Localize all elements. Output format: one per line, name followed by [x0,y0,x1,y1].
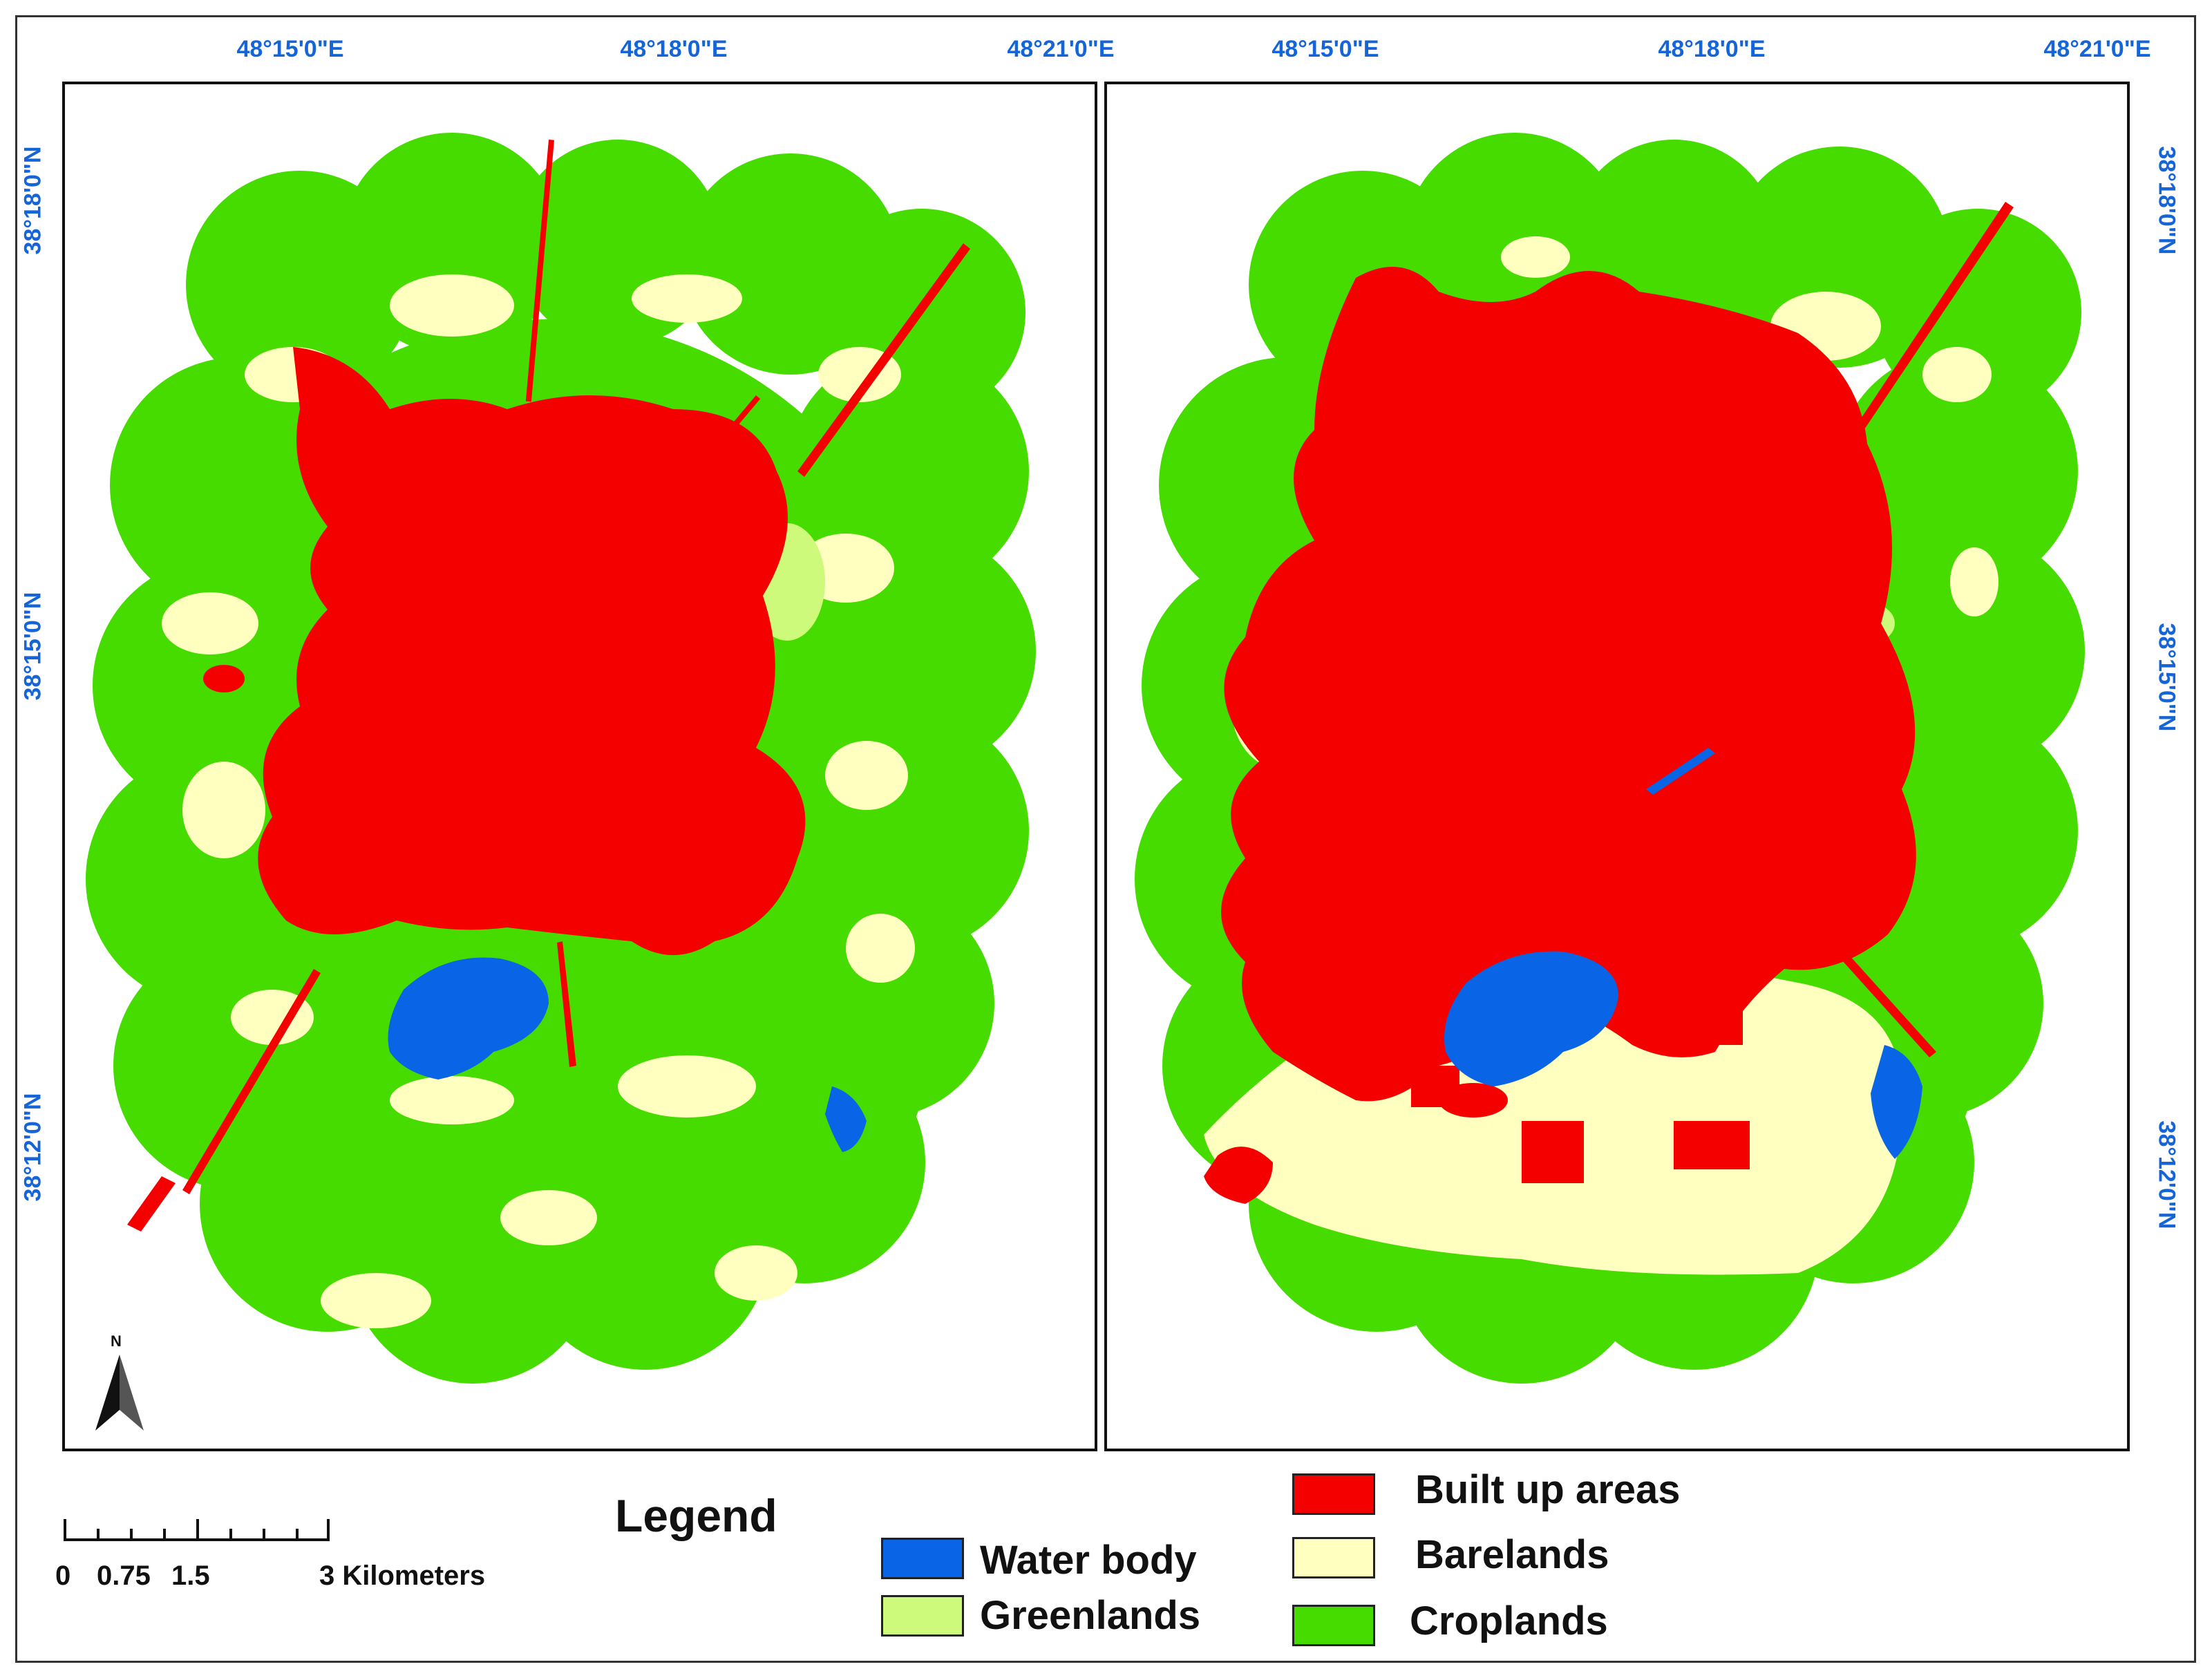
lat-label-left-3: 38°12'0"N [19,1093,46,1202]
legend-swatch-built-up [1292,1473,1375,1515]
legend-swatch-greenlands [881,1595,964,1637]
lon-label-right-1: 48°15'0"E [1272,36,1379,62]
legend-swatch-barelands [1292,1537,1375,1578]
lon-label-right-2: 48°18'0"E [1658,36,1766,62]
lon-label-left-3: 48°21'0"E [1007,36,1115,62]
scale-label-075: 0.75 [97,1561,151,1591]
lat-label-right-1: 38°18'0"N [2153,146,2180,255]
legend-label-croplands: Croplands [1410,1599,1608,1643]
legend-swatch-croplands [1292,1605,1375,1646]
lat-label-right-3: 38°12'0"N [2153,1120,2180,1229]
scale-label-15: 1.5 [171,1561,210,1591]
legend-label-barelands: Barelands [1415,1532,1609,1577]
land-use-map-left [62,82,1097,1451]
scale-label-3-km: 3 Kilometers [319,1561,486,1591]
north-arrow: N [95,1332,144,1431]
scale-label-0: 0 [55,1561,71,1591]
water-bodies [1444,748,1922,1159]
lat-label-left-2: 38°15'0"N [19,592,46,701]
land-use-map-right-graphic [1135,133,2085,1384]
scale-bar [64,1519,333,1547]
legend-swatch-water-body [881,1538,964,1579]
legend-label-built-up: Built up areas [1415,1467,1681,1512]
built-up-areas [1204,202,2014,1204]
legend-title: Legend [615,1490,777,1541]
built-up-areas [127,139,970,1232]
barelands-patches [162,274,915,1328]
legend-label-water-body: Water body [980,1538,1197,1583]
figure-frame [15,15,2196,1663]
lon-label-right-3: 48°21'0"E [2043,36,2151,62]
lon-label-left-2: 48°18'0"E [620,36,728,62]
lon-label-left-1: 48°15'0"E [236,36,344,62]
water-bodies [388,957,867,1152]
lat-label-left-1: 38°18'0"N [19,146,46,255]
north-arrow-icon [95,1355,144,1431]
land-use-map-left-graphic [86,133,1036,1384]
land-use-map-right [1104,82,2130,1451]
lat-label-right-2: 38°15'0"N [2153,623,2180,732]
north-arrow-letter: N [111,1332,122,1350]
legend-label-greenlands: Greenlands [980,1593,1201,1638]
